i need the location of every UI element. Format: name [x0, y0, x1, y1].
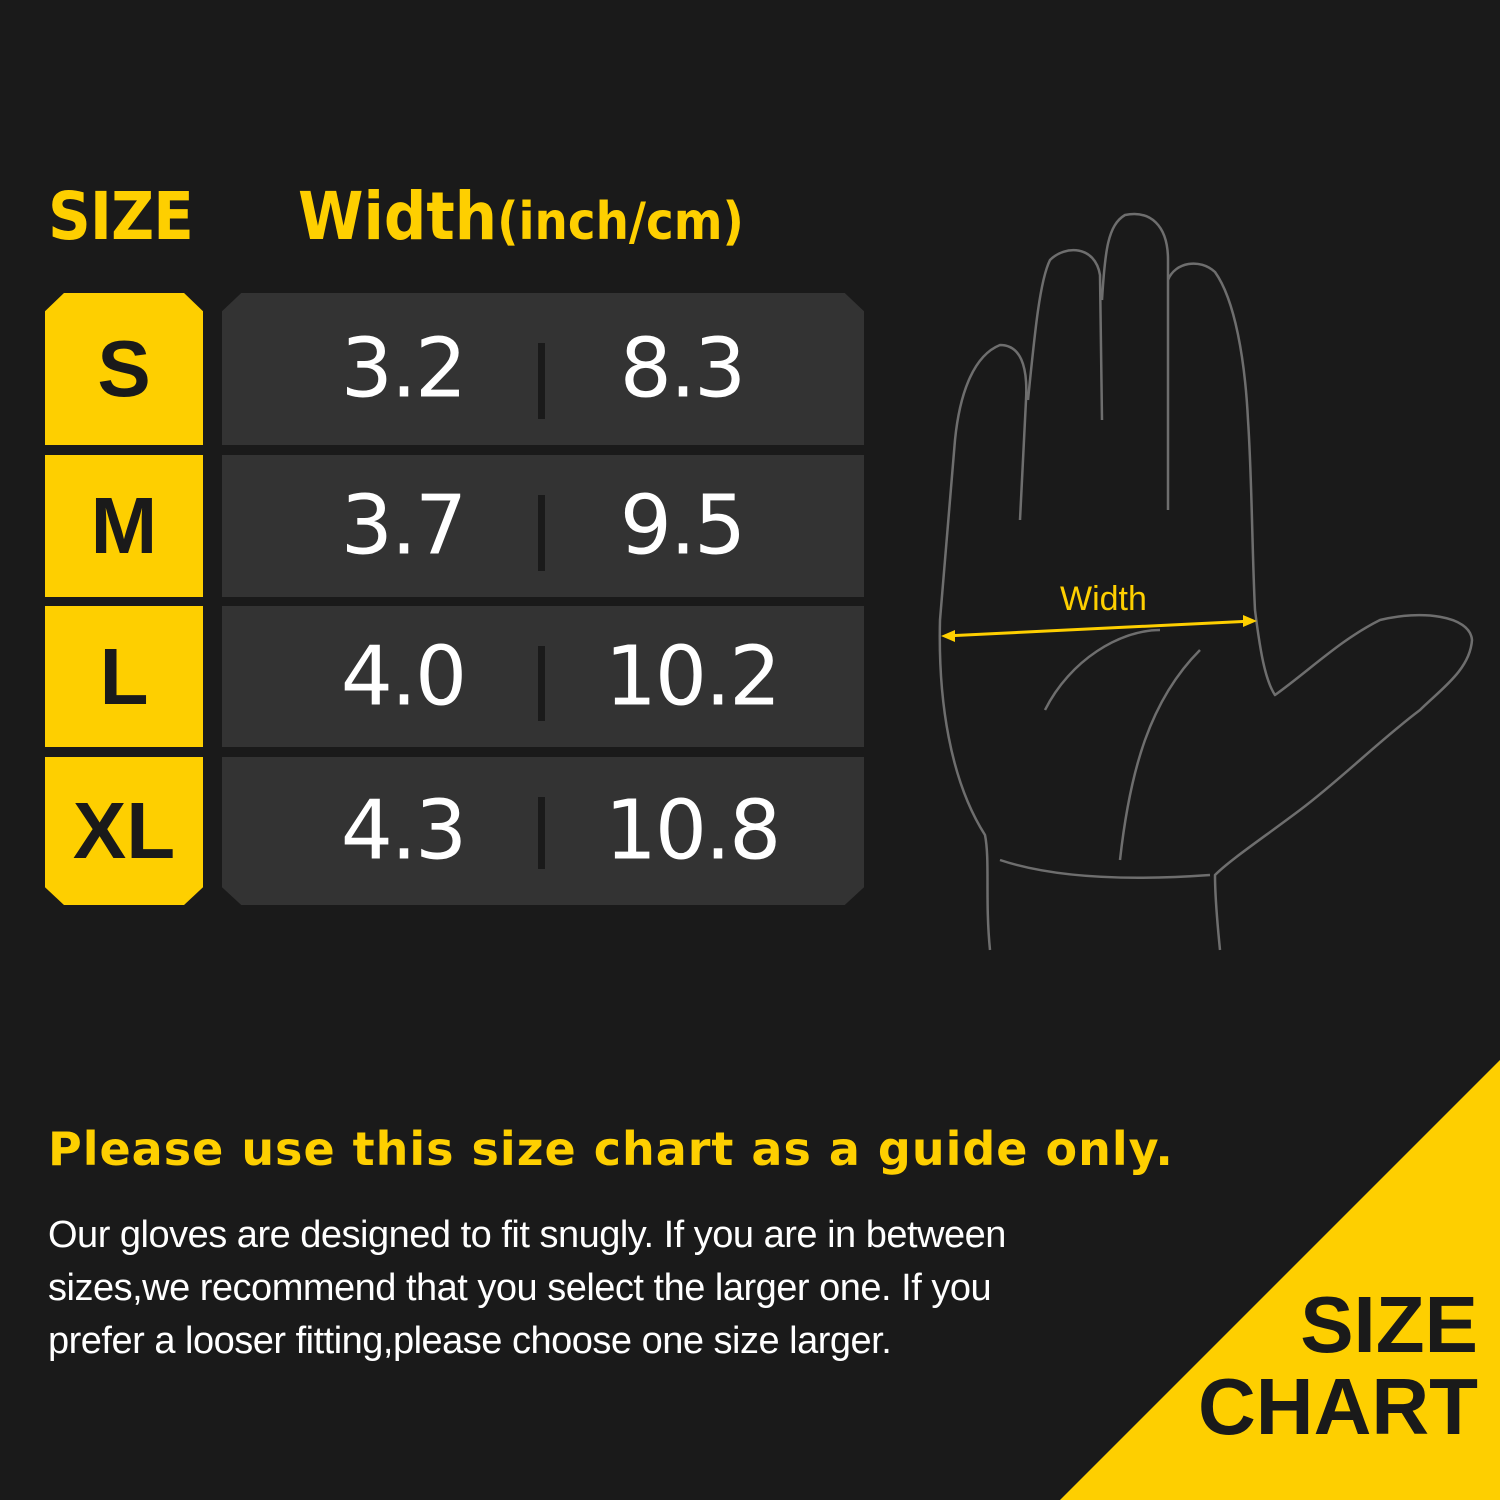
cm-value: 9.5 — [619, 478, 746, 574]
width-arrow-icon — [941, 615, 1257, 642]
size-cell-xl: XL — [45, 757, 203, 905]
cm-value: 10.8 — [604, 783, 782, 879]
badge-line: CHART — [1198, 1362, 1478, 1451]
divider — [538, 797, 545, 869]
size-label: L — [99, 631, 149, 721]
guide-text-line: sizes,we recommend that you select the l… — [48, 1267, 992, 1309]
inch-value: 3.7 — [340, 478, 467, 574]
size-chart-badge: SIZE CHART — [1198, 1284, 1478, 1448]
table-row: 4.0 10.2 — [222, 606, 864, 747]
hand-outline-icon — [938, 212, 1474, 951]
divider — [538, 646, 545, 721]
inch-value: 4.3 — [340, 783, 467, 879]
divider — [538, 343, 545, 419]
inch-value: 4.0 — [340, 629, 467, 724]
table-row: 3.7 9.5 — [222, 455, 864, 597]
cm-value: 10.2 — [604, 629, 782, 724]
table-row: 4.3 10.8 — [222, 757, 864, 905]
size-label: M — [90, 481, 158, 570]
inch-value: 3.2 — [340, 321, 467, 417]
size-cell-s: S — [45, 293, 203, 445]
width-column-header: Width(inch/cm) — [298, 178, 744, 255]
guide-title: Please use this size chart as a guide on… — [48, 1122, 1174, 1176]
size-cell-l: L — [45, 606, 203, 747]
width-measure-label: Width — [1060, 580, 1147, 618]
cm-value: 8.3 — [619, 321, 746, 417]
divider — [538, 495, 545, 571]
guide-text-line: Our gloves are designed to fit snugly. I… — [48, 1214, 1006, 1256]
width-header-label: Width — [298, 178, 498, 255]
size-label: XL — [72, 786, 176, 875]
table-row: 3.2 8.3 — [222, 293, 864, 445]
size-column-header: SIZE — [48, 178, 194, 255]
badge-line: SIZE — [1300, 1280, 1478, 1369]
guide-text-line: prefer a looser fitting,please choose on… — [48, 1320, 892, 1362]
size-label: S — [97, 324, 151, 413]
size-cell-m: M — [45, 455, 203, 597]
width-header-unit: (inch/cm) — [497, 192, 744, 252]
